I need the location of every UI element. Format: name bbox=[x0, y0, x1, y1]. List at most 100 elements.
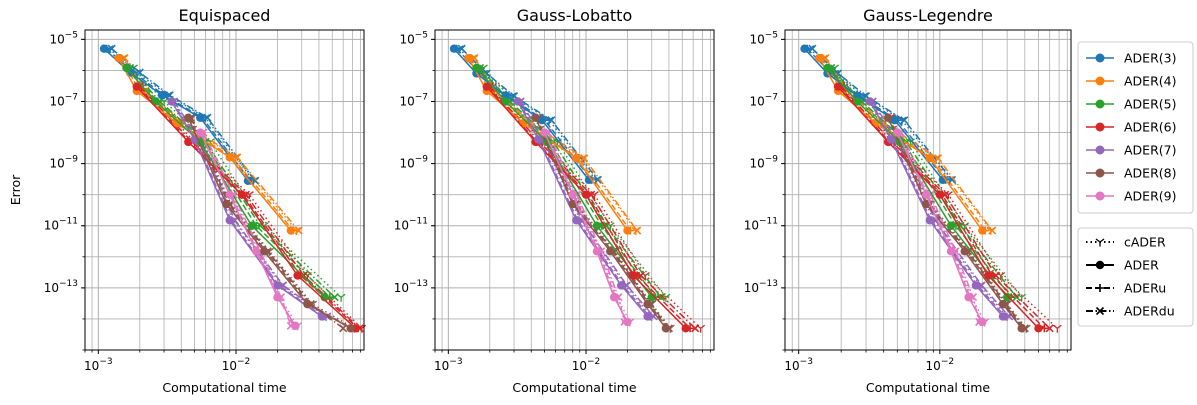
data-point bbox=[581, 190, 591, 199]
data-point bbox=[871, 118, 880, 128]
data-point bbox=[346, 324, 355, 333]
data-point bbox=[681, 324, 690, 333]
legend-label: ADER(4) bbox=[1124, 74, 1176, 89]
data-point bbox=[1017, 324, 1026, 333]
tick-label-y: 10−13 bbox=[394, 279, 428, 295]
tick-label-x: 10−3 bbox=[84, 357, 113, 373]
data-point bbox=[890, 115, 900, 125]
data-point bbox=[303, 299, 312, 309]
data-point bbox=[647, 293, 656, 302]
data-point bbox=[991, 271, 1001, 280]
panel-0: 10−3 10−2 10−5 10−7 10−9 10−11 10−13 Equispaced… bbox=[8, 6, 367, 395]
data-point bbox=[132, 82, 141, 91]
series-line bbox=[136, 86, 357, 329]
legend-label: cADER bbox=[1124, 235, 1166, 250]
data-point bbox=[978, 317, 987, 327]
series-line bbox=[870, 101, 1006, 317]
data-point bbox=[946, 221, 956, 230]
data-point bbox=[237, 190, 246, 199]
legend-methods: ADER(3) ADER(4) ADER(5) ADER(6) ADER(7) ADER(… bbox=[1077, 41, 1194, 214]
data-point bbox=[568, 199, 577, 209]
series-ader3-ader bbox=[449, 44, 594, 185]
legend-label: ADER(7) bbox=[1124, 143, 1176, 158]
data-point bbox=[531, 113, 540, 122]
tick-label-y: 10−7 bbox=[749, 92, 778, 108]
series-ader8-ader bbox=[184, 113, 355, 333]
data-point bbox=[592, 221, 602, 230]
data-point bbox=[886, 135, 896, 144]
legend-label: ADER(3) bbox=[1124, 51, 1176, 66]
data-point bbox=[921, 199, 931, 209]
data-point bbox=[823, 63, 832, 73]
tick-label-y: 10−7 bbox=[399, 92, 428, 108]
series-ader4-ader bbox=[464, 53, 632, 235]
legend-entry: ADER(7) bbox=[1086, 143, 1176, 158]
data-point bbox=[501, 97, 510, 106]
data-point bbox=[172, 118, 181, 128]
legend-frame bbox=[1077, 227, 1194, 327]
data-point bbox=[946, 247, 956, 256]
data-point bbox=[225, 190, 234, 199]
data-point bbox=[513, 97, 523, 106]
data-point bbox=[157, 90, 167, 100]
data-point bbox=[534, 135, 543, 144]
legend-variants: cADER ADER ADERu ADERdu bbox=[1077, 227, 1194, 327]
data-point bbox=[883, 113, 893, 122]
data-point bbox=[482, 82, 491, 91]
data-point bbox=[273, 281, 282, 290]
data-point bbox=[120, 53, 129, 63]
series-ader9-ader bbox=[893, 128, 987, 327]
legend-label: ADERu bbox=[1124, 281, 1166, 296]
data-point bbox=[925, 216, 935, 225]
legend-label: ADERdu bbox=[1124, 304, 1175, 319]
grid bbox=[434, 30, 714, 351]
chart-title: Gauss-Legendre bbox=[863, 6, 993, 25]
data-point bbox=[628, 271, 638, 280]
legend-marker bbox=[1095, 260, 1105, 270]
data-point bbox=[317, 312, 327, 321]
data-point bbox=[633, 226, 642, 235]
data-point bbox=[243, 176, 253, 185]
tick-label-y: 10−5 bbox=[749, 30, 778, 46]
legend-marker bbox=[1095, 76, 1105, 86]
series-line bbox=[519, 101, 653, 317]
data-point bbox=[291, 321, 300, 331]
data-point bbox=[636, 271, 645, 280]
chart-title: Gauss-Lobatto bbox=[517, 6, 633, 25]
data-point bbox=[643, 312, 652, 321]
series-line bbox=[900, 132, 980, 323]
data-point bbox=[592, 247, 602, 256]
tick-label-y: 10−13 bbox=[44, 279, 78, 295]
data-point bbox=[1002, 293, 1012, 302]
legend-entry: ADER(6) bbox=[1086, 120, 1176, 135]
data-point bbox=[457, 44, 466, 53]
data-point bbox=[971, 281, 981, 290]
tick-label-y: 10−11 bbox=[394, 217, 428, 233]
tick-label-y: 10−9 bbox=[49, 155, 78, 171]
data-point bbox=[259, 247, 269, 256]
data-point bbox=[998, 312, 1008, 321]
data-point bbox=[537, 115, 547, 125]
series-line bbox=[830, 67, 1018, 298]
data-point bbox=[572, 153, 581, 163]
data-point bbox=[135, 68, 144, 77]
legend-label: ADER(5) bbox=[1124, 97, 1176, 112]
legend-entry: cADER bbox=[1086, 235, 1166, 250]
data-point bbox=[547, 116, 556, 125]
data-point bbox=[251, 176, 260, 185]
legend-entry: ADERu bbox=[1086, 281, 1166, 296]
tick-label-y: 10−9 bbox=[399, 155, 428, 171]
data-point bbox=[815, 53, 824, 63]
data-point bbox=[580, 154, 589, 163]
tick-label-y: 10−5 bbox=[399, 30, 428, 46]
legend-label: ADER(6) bbox=[1124, 120, 1176, 135]
series-line bbox=[127, 67, 331, 298]
axes-frame bbox=[84, 29, 365, 351]
tick-label-y: 10−13 bbox=[744, 279, 778, 295]
series-line bbox=[891, 117, 1027, 329]
panel-2: 10−3 10−2 10−5 10−7 10−9 10−11 10−13 Gauss-Lege… bbox=[744, 6, 1072, 395]
data-point bbox=[470, 53, 479, 63]
data-point bbox=[196, 128, 205, 137]
data-point bbox=[800, 44, 809, 53]
data-point bbox=[865, 97, 875, 106]
